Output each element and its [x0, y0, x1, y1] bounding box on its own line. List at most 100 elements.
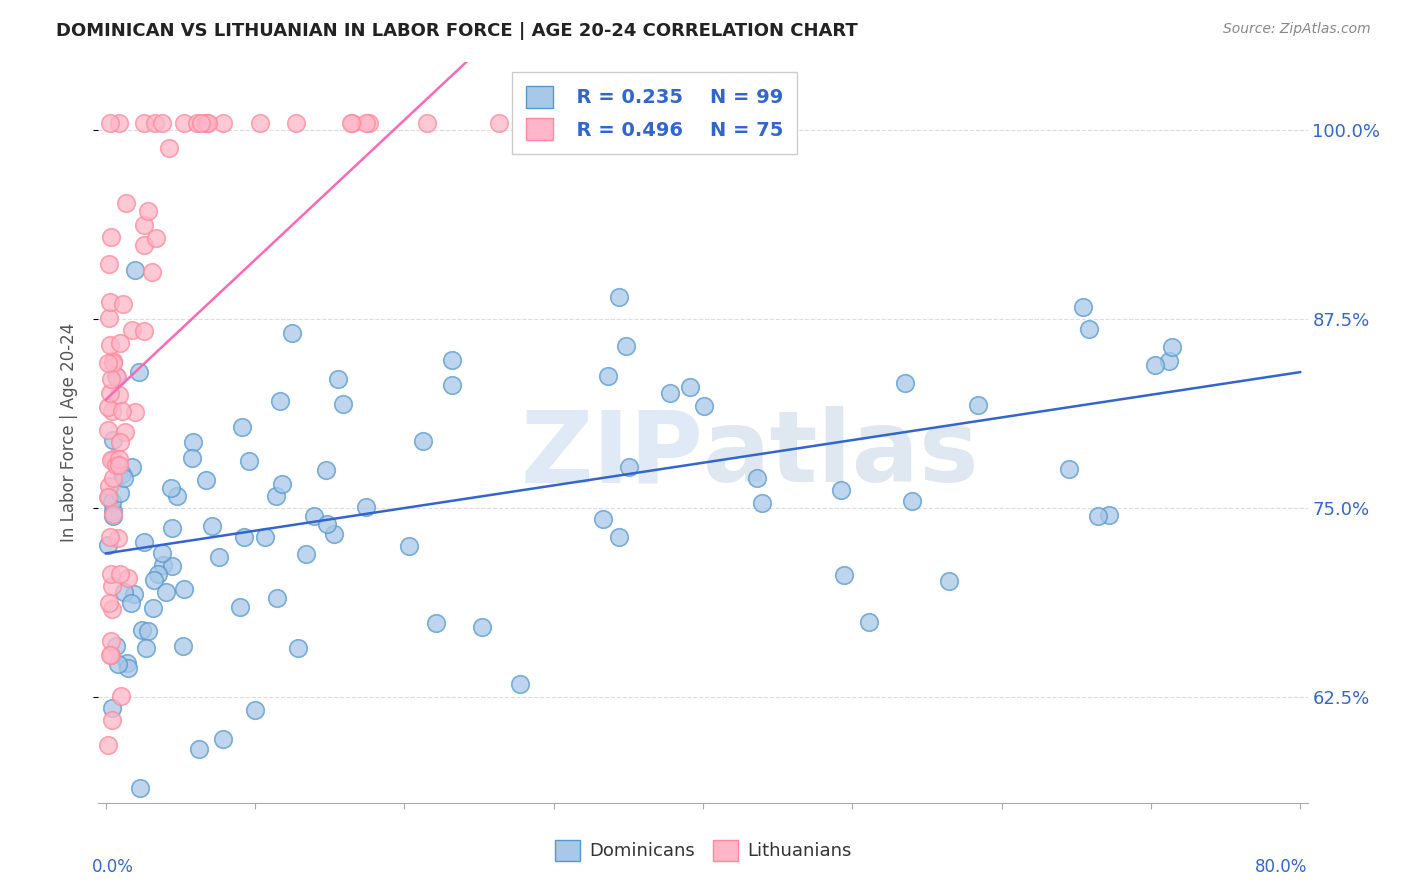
Point [157, 141, 180, 155]
Point [160, 558, 183, 573]
Point [266, 591, 288, 606]
Point [173, 582, 195, 597]
Point [281, 326, 304, 340]
Y-axis label: In Labor Force | Age 20-24: In Labor Force | Age 20-24 [59, 323, 77, 542]
Point [598, 368, 620, 383]
Point [141, 265, 163, 279]
Point [1098, 508, 1121, 522]
Point [100, 648, 122, 662]
Point [110, 689, 132, 703]
Point [98, 116, 121, 130]
Point [440, 353, 463, 368]
Text: Source: ZipAtlas.com: Source: ZipAtlas.com [1223, 22, 1371, 37]
Point [356, 116, 378, 130]
Point [830, 483, 852, 497]
Point [659, 386, 682, 401]
Point [107, 657, 129, 672]
Point [124, 262, 146, 277]
Point [229, 600, 252, 615]
Point [172, 639, 194, 653]
Point [1071, 300, 1094, 314]
Point [550, 116, 572, 130]
Point [107, 369, 129, 384]
Point [679, 380, 702, 394]
Point [207, 550, 229, 565]
Point [966, 398, 988, 412]
Point [271, 476, 294, 491]
Point [98, 311, 121, 326]
Point [162, 521, 184, 535]
Point [97, 538, 120, 552]
Point [745, 471, 768, 485]
Point [441, 378, 464, 392]
Point [136, 624, 159, 638]
Point [617, 460, 640, 475]
Point [115, 195, 138, 210]
Point [614, 339, 637, 353]
Point [662, 116, 685, 130]
Point [195, 116, 218, 130]
Point [108, 451, 131, 466]
Point [858, 615, 880, 629]
Point [128, 780, 150, 795]
Point [894, 376, 917, 390]
Point [101, 404, 124, 418]
Point [155, 585, 177, 599]
Point [488, 116, 510, 130]
Point [134, 238, 156, 252]
Point [1078, 321, 1101, 335]
Point [1157, 354, 1180, 368]
Point [101, 579, 124, 593]
Point [96, 423, 118, 437]
Point [103, 354, 125, 368]
Point [145, 231, 167, 245]
Point [107, 458, 129, 472]
Point [187, 741, 209, 756]
Point [104, 368, 127, 383]
Point [101, 356, 124, 370]
Point [160, 481, 183, 495]
Point [97, 356, 120, 370]
Point [142, 573, 165, 587]
Point [211, 116, 233, 130]
Point [100, 634, 122, 648]
Point [143, 116, 166, 130]
Point [132, 324, 155, 338]
Point [98, 648, 121, 662]
Point [98, 338, 121, 352]
Point [124, 587, 146, 601]
Point [152, 558, 174, 573]
Point [135, 640, 157, 655]
Point [114, 425, 136, 439]
Point [233, 530, 256, 544]
Point [287, 640, 309, 655]
Point [201, 519, 224, 533]
Text: ZIP: ZIP [520, 407, 703, 503]
Point [592, 512, 614, 526]
Point [249, 116, 271, 130]
Point [181, 450, 204, 465]
Point [195, 116, 218, 130]
Point [142, 601, 165, 615]
Point [97, 490, 120, 504]
Point [100, 602, 122, 616]
Point [264, 489, 287, 503]
Point [108, 388, 131, 402]
Point [607, 290, 630, 304]
Point [100, 452, 122, 467]
Point [107, 531, 129, 545]
Point [834, 567, 856, 582]
Point [359, 116, 381, 130]
Point [173, 116, 195, 130]
Point [197, 116, 219, 130]
Point [101, 494, 124, 508]
Point [231, 419, 253, 434]
Point [253, 530, 276, 544]
Text: atlas: atlas [703, 407, 980, 503]
Point [1059, 462, 1081, 476]
Point [354, 500, 377, 514]
Point [117, 656, 139, 670]
Point [108, 566, 131, 581]
Point [332, 397, 354, 411]
Point [105, 640, 128, 654]
